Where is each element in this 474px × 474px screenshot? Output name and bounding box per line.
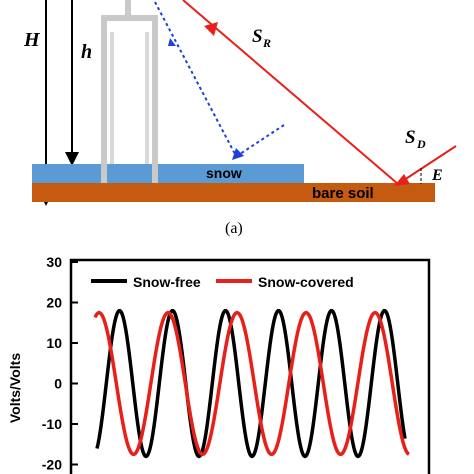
legend-label-snow-free: Snow-free [133,274,201,290]
y-axis-label: Volts/Volts [7,353,23,423]
legend-label-snow-covered: Snow-covered [258,274,354,290]
direct-ray-SD [397,145,457,185]
soil-label: bare soil [312,185,374,202]
snow-reflection-down [154,1,237,157]
y-tick-label: 30 [46,254,62,270]
chart-panel: Volts/Volts 30 20 10 0 -10 -20 Snow-free Snow… [7,254,431,474]
snow-reflection-arrowhead [232,148,244,160]
series-line-snow-free [95,308,407,459]
y-tick-label: -10 [42,416,62,432]
snow-label: snow [206,165,242,181]
soil-layer [32,183,435,202]
y-tick-label: 20 [46,295,62,311]
h-label: h [81,41,92,63]
SR-subscript: R [262,36,271,50]
SR-label: S [252,26,263,47]
panel-a-caption: (a) [225,220,243,237]
legend: Snow-free Snow-covered [91,274,354,290]
snow-layer [32,164,304,183]
SR-arrowhead [204,22,218,36]
SD-arrowhead [394,174,410,186]
SD-label: S [405,127,416,148]
h-arrowhead [65,152,79,166]
y-tick-label: 10 [46,335,62,351]
series-line-snow-covered [93,310,410,457]
reflected-ray-SR [182,0,399,185]
E-label: E [431,167,443,184]
snow-reflection-mid-arrowhead [168,38,176,46]
snow-reflection-up [239,124,285,155]
y-tick-labels: 30 20 10 0 -10 -20 [42,254,62,473]
antenna-mast [101,0,158,183]
plot-frame [69,258,431,474]
y-tick-marks [71,261,78,466]
y-tick-label: -20 [42,457,62,473]
H-label: H [23,29,41,51]
series-layer [93,308,410,459]
diagram-panel: H h snow bare soil S R S D E [23,0,457,237]
y-tick-label: 0 [54,376,62,392]
SD-subscript: D [416,137,426,151]
